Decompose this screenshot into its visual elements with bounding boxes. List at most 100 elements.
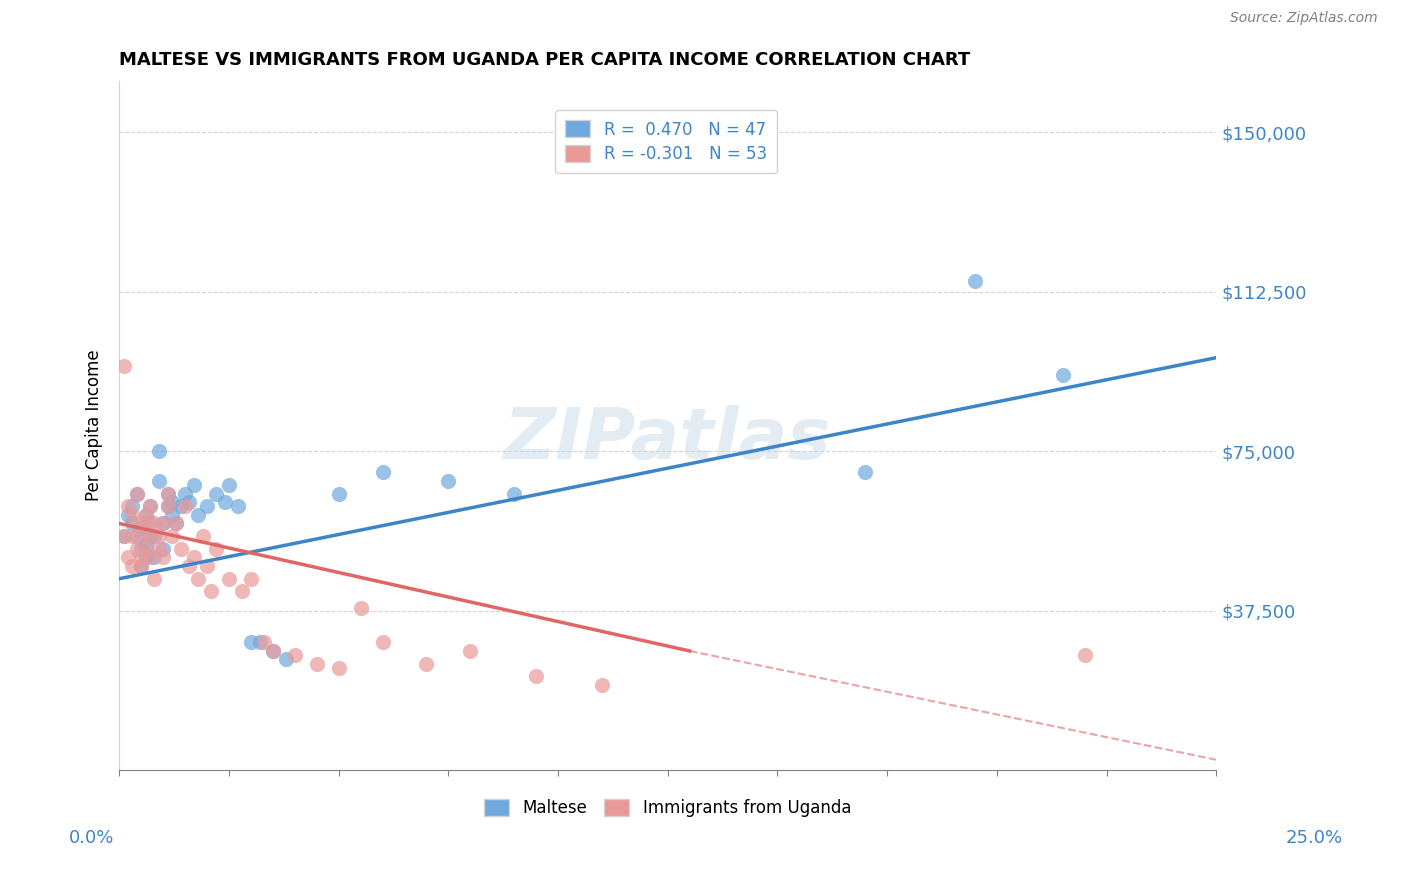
Point [125,516,148,531]
Point [135,538,157,552]
Point [129,541,152,556]
Point [328,661,350,675]
Point [148,529,170,543]
Point [249,635,271,649]
Point [204,541,226,556]
Text: Source: ZipAtlas.com: Source: ZipAtlas.com [1230,12,1378,25]
Point [214,495,236,509]
Point [165,516,187,531]
Point [160,495,183,509]
Point [139,529,162,543]
Point [139,529,162,543]
Point [152,550,174,565]
Point [139,500,162,514]
Point [125,541,148,556]
Point [143,550,166,565]
Point [125,486,148,500]
Point [139,550,162,565]
Point [117,550,139,565]
Point [218,478,240,492]
Point [349,601,371,615]
Point [148,444,170,458]
Point [129,529,152,543]
Point [152,541,174,556]
Point [112,529,135,543]
Point [160,508,183,522]
Point [121,516,143,531]
Point [1052,368,1074,382]
Point [129,521,152,535]
Point [121,508,143,522]
Point [187,508,209,522]
Point [165,516,187,531]
Point [174,486,197,500]
Point [121,500,143,514]
Y-axis label: Per Capita Income: Per Capita Income [86,350,103,501]
Point [117,508,139,522]
Point [121,558,143,573]
Point [305,657,328,671]
Point [135,508,157,522]
Point [170,500,193,514]
Point [152,516,174,531]
Point [1073,648,1095,663]
Point [195,500,218,514]
Point [239,572,262,586]
Point [174,500,197,514]
Point [112,359,135,373]
Point [253,635,276,649]
Legend: Maltese, Immigrants from Uganda: Maltese, Immigrants from Uganda [478,792,858,823]
Text: 25.0%: 25.0% [1286,829,1343,847]
Point [200,584,222,599]
Point [135,516,157,531]
Point [183,478,205,492]
Point [239,635,262,649]
Point [125,486,148,500]
Point [226,500,249,514]
Point [371,635,394,649]
Point [415,657,437,671]
Point [135,541,157,556]
Text: ZIPatlas: ZIPatlas [505,405,831,474]
Point [262,644,284,658]
Point [853,466,876,480]
Point [129,558,152,573]
Point [129,558,152,573]
Point [963,274,986,288]
Point [204,486,226,500]
Point [156,486,179,500]
Point [152,516,174,531]
Point [135,508,157,522]
Point [121,529,143,543]
Point [179,495,201,509]
Text: MALTESE VS IMMIGRANTS FROM UGANDA PER CAPITA INCOME CORRELATION CHART: MALTESE VS IMMIGRANTS FROM UGANDA PER CA… [120,51,970,69]
Point [274,652,297,666]
Point [148,541,170,556]
Point [112,529,135,543]
Point [371,466,394,480]
Point [129,550,152,565]
Point [170,541,193,556]
Point [183,550,205,565]
Point [262,644,284,658]
Point [503,486,526,500]
Point [117,500,139,514]
Text: 0.0%: 0.0% [69,829,114,847]
Point [187,572,209,586]
Point [284,648,307,663]
Point [218,572,240,586]
Point [125,529,148,543]
Point [148,474,170,488]
Point [143,516,166,531]
Point [460,644,482,658]
Point [524,669,547,683]
Point [160,529,183,543]
Point [591,678,613,692]
Point [156,486,179,500]
Point [135,550,157,565]
Point [437,474,460,488]
Point [328,486,350,500]
Point [139,500,162,514]
Point [156,500,179,514]
Point [139,516,162,531]
